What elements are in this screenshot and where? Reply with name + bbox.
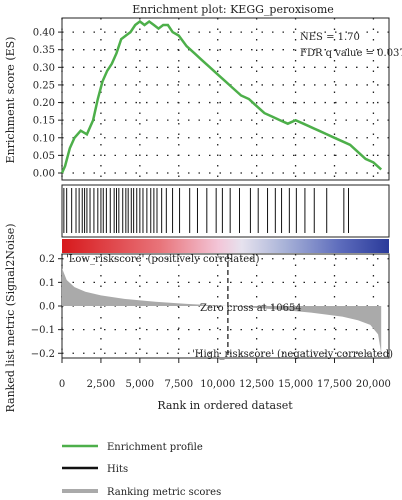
rank-ytick-label-4: −0.2 [31,349,55,360]
es-panel-frame [61,17,390,181]
ranking-metric-area [62,268,382,354]
es-ytick-label-2: 0.10 [33,133,55,144]
legend-label-enrichment-profile: Enrichment profile [107,442,203,453]
es-ytick-label-3: 0.15 [33,116,55,127]
es-ytick-label-1: 0.05 [33,151,55,162]
xtick-label-4: 10,000 [200,379,235,390]
zero-cross-label: Zero cross at 10654 [200,303,302,314]
fdr-annotation: FDR q value = 0.037 [300,48,402,59]
ranking-color-bar [62,239,389,253]
es-ytick-label-5: 0.25 [33,80,55,91]
chart-title: Enrichment plot: KEGG_peroxisome [132,3,334,16]
es-ytick-label-6: 0.30 [33,63,55,74]
es-y-axis: 0.00 0.05 0.10 0.15 0.20 0.25 0.30 0.35 0.40 [33,28,62,180]
left-phenotype-label: 'Low_riskscore' (positively correlated) [66,254,260,265]
es-ytick-label-7: 0.35 [33,45,55,56]
xtick-label-3: 7,500 [164,379,193,390]
rank-ytick-label-0: 0.2 [39,254,55,265]
x-axis-label: Rank in ordered dataset [157,399,293,412]
xtick-label-0: 0 [59,379,65,390]
rank-ytick-label-3: −0.1 [31,325,55,336]
xtick-label-7: 17,500 [317,379,352,390]
hits-marks [63,188,350,233]
legend-label-ranking-metric: Ranking metric scores [107,487,221,498]
xtick-label-6: 15,000 [278,379,313,390]
xtick-label-5: 12,500 [239,379,274,390]
xtick-label-8: 20,000 [356,379,391,390]
xtick-label-2: 5,000 [126,379,155,390]
es-ytick-label-8: 0.40 [33,28,55,39]
ranking-x-axis: 0 2,500 5,000 7,500 10,000 12,500 15,000 17,500… [59,358,391,390]
ranking-y-axis: 0.2 0.1 0.0 −0.1 −0.2 [31,254,62,360]
xtick-label-1: 2,500 [87,379,116,390]
es-ytick-label-0: 0.00 [33,169,55,180]
es-ytick-label-4: 0.20 [33,98,55,109]
nes-annotation: NES = 1.70 [300,32,360,43]
es-y-axis-label: Enrichment score (ES) [4,37,17,164]
rank-ytick-label-1: 0.1 [39,278,55,289]
ranking-y-axis-label: Ranked list metric (Signal2Noise) [4,223,17,412]
enrichment-profile-line [60,19,383,174]
rank-ytick-label-2: 0.0 [39,302,55,313]
legend-label-hits: Hits [107,464,128,475]
legend: Enrichment profile Hits Ranking metric s… [62,442,221,498]
right-phenotype-label: 'High_riskscore' (negatively correlated) [192,349,393,360]
hits-panel-frame [61,184,390,238]
